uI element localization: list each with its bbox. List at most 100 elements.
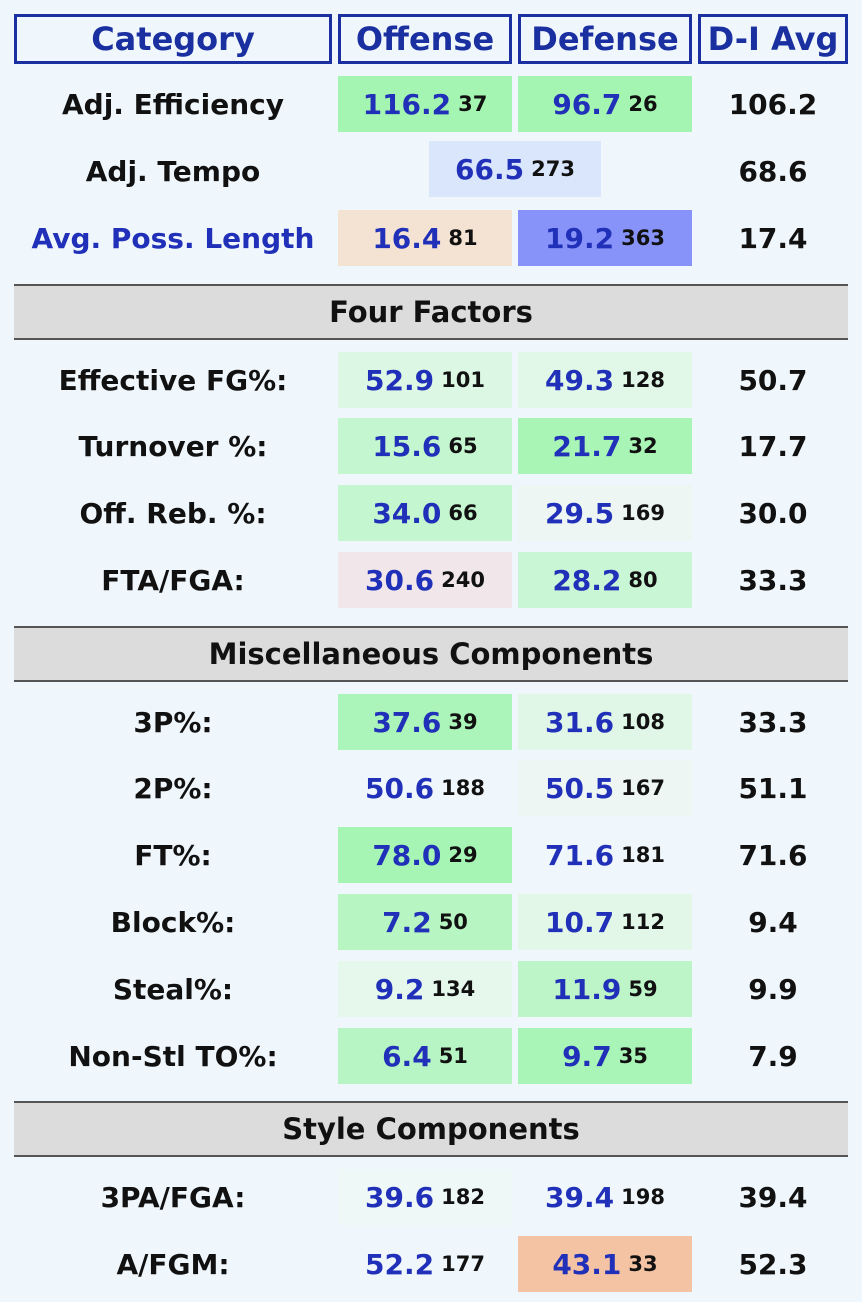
- adj-efficiency-offense-value[interactable]: 116.2: [362, 87, 452, 121]
- block-defense-rank: 112: [621, 910, 665, 934]
- ft-offense-cell: 78.0 29: [338, 827, 512, 883]
- efg-defense-cell: 49.3 128: [518, 352, 692, 408]
- steal-defense-rank: 59: [628, 977, 658, 1001]
- non-stl-to-defense-cell: 9.7 35: [518, 1028, 692, 1084]
- a-fgm-offense-cell: 52.2 177: [338, 1236, 512, 1292]
- turnover-defense-cell: 21.7 32: [518, 418, 692, 474]
- poss-length-defense-rank: 363: [621, 226, 665, 250]
- adj-tempo-value[interactable]: 66.5: [455, 152, 525, 186]
- row-label-adj-efficiency: Adj. Efficiency: [61, 87, 285, 121]
- efg-defense-value[interactable]: 49.3: [545, 363, 615, 397]
- 3p-defense-rank: 108: [621, 710, 665, 734]
- 3p-avg: 33.3: [738, 705, 808, 739]
- poss-length-offense-value[interactable]: 16.4: [372, 221, 442, 255]
- a-fgm-defense-value[interactable]: 43.1: [552, 1247, 622, 1281]
- turnover-avg: 17.7: [738, 429, 808, 463]
- block-offense-cell: 7.2 50: [338, 894, 512, 950]
- adj-efficiency-avg: 106.2: [728, 87, 818, 121]
- non-stl-to-offense-cell: 6.4 51: [338, 1028, 512, 1084]
- adj-efficiency-defense-value[interactable]: 96.7: [552, 87, 622, 121]
- row-label-ft: FT%:: [134, 838, 212, 872]
- 2p-defense-cell: 50.5 167: [518, 760, 692, 816]
- row-label-avg-poss-length[interactable]: Avg. Poss. Length: [31, 221, 315, 255]
- 3pa-fga-offense-cell: 39.6 182: [338, 1169, 512, 1225]
- 2p-offense-rank: 188: [441, 776, 485, 800]
- off-reb-defense-cell: 29.5 169: [518, 485, 692, 541]
- off-reb-offense-value[interactable]: 34.0: [372, 496, 442, 530]
- a-fgm-offense-value[interactable]: 52.2: [365, 1247, 435, 1281]
- section-four-factors: Four Factors: [14, 284, 848, 340]
- 3pa-fga-offense-value[interactable]: 39.6: [365, 1180, 435, 1214]
- turnover-defense-value[interactable]: 21.7: [552, 429, 622, 463]
- efg-offense-cell: 52.9 101: [338, 352, 512, 408]
- adj-efficiency-offense-cell: 116.2 37: [338, 76, 512, 132]
- row-label-3pa-fga: 3PA/FGA:: [100, 1180, 246, 1214]
- header-d1-avg[interactable]: D-I Avg: [698, 14, 848, 64]
- 3pa-fga-defense-value[interactable]: 39.4: [545, 1180, 615, 1214]
- non-stl-to-defense-rank: 35: [618, 1044, 648, 1068]
- row-label-off-reb: Off. Reb. %:: [79, 496, 267, 530]
- fta-fga-defense-value[interactable]: 28.2: [552, 563, 622, 597]
- header-offense[interactable]: Offense: [338, 14, 512, 64]
- non-stl-to-defense-value[interactable]: 9.7: [562, 1039, 612, 1073]
- 3p-defense-cell: 31.6 108: [518, 694, 692, 750]
- 3p-defense-value[interactable]: 31.6: [545, 705, 615, 739]
- ft-avg: 71.6: [738, 838, 808, 872]
- header-category[interactable]: Category: [14, 14, 332, 64]
- poss-length-avg: 17.4: [738, 221, 808, 255]
- a-fgm-defense-cell: 43.1 33: [518, 1236, 692, 1292]
- steal-offense-cell: 9.2 134: [338, 961, 512, 1017]
- row-label-steal: Steal%:: [112, 972, 234, 1006]
- adj-tempo-rank: 273: [531, 157, 575, 181]
- turnover-offense-value[interactable]: 15.6: [372, 429, 442, 463]
- 3pa-fga-avg: 39.4: [738, 1180, 808, 1214]
- 3p-offense-value[interactable]: 37.6: [372, 705, 442, 739]
- turnover-defense-rank: 32: [628, 434, 658, 458]
- fta-fga-offense-value[interactable]: 30.6: [365, 563, 435, 597]
- block-defense-value[interactable]: 10.7: [545, 905, 615, 939]
- row-label-3p: 3P%:: [133, 705, 213, 739]
- row-label-adj-tempo: Adj. Tempo: [85, 154, 261, 188]
- efg-defense-rank: 128: [621, 368, 665, 392]
- poss-length-offense-rank: 81: [448, 226, 478, 250]
- steal-avg: 9.9: [748, 972, 798, 1006]
- header-defense[interactable]: Defense: [518, 14, 692, 64]
- efg-avg: 50.7: [738, 363, 808, 397]
- off-reb-offense-rank: 66: [448, 501, 478, 525]
- non-stl-to-offense-value[interactable]: 6.4: [382, 1039, 432, 1073]
- row-label-a-fgm: A/FGM:: [116, 1247, 230, 1281]
- 2p-offense-value[interactable]: 50.6: [365, 771, 435, 805]
- 2p-defense-rank: 167: [621, 776, 665, 800]
- poss-length-defense-value[interactable]: 19.2: [545, 221, 615, 255]
- adj-efficiency-defense-rank: 26: [628, 92, 658, 116]
- adj-efficiency-defense-cell: 96.7 26: [518, 76, 692, 132]
- off-reb-avg: 30.0: [738, 496, 808, 530]
- block-offense-value[interactable]: 7.2: [382, 905, 432, 939]
- 3pa-fga-offense-rank: 182: [441, 1185, 485, 1209]
- section-style: Style Components: [14, 1101, 848, 1157]
- steal-offense-value[interactable]: 9.2: [374, 972, 425, 1006]
- 3pa-fga-defense-cell: 39.4 198: [518, 1169, 692, 1225]
- fta-fga-defense-rank: 80: [628, 568, 658, 592]
- 2p-offense-cell: 50.6 188: [338, 760, 512, 816]
- ft-defense-cell: 71.6 181: [518, 827, 692, 883]
- ft-defense-value[interactable]: 71.6: [545, 838, 615, 872]
- a-fgm-defense-rank: 33: [628, 1252, 658, 1276]
- row-label-block: Block%:: [110, 905, 236, 939]
- non-stl-to-avg: 7.9: [748, 1039, 798, 1073]
- row-label-efg: Effective FG%:: [58, 363, 288, 397]
- 3pa-fga-defense-rank: 198: [621, 1185, 665, 1209]
- efg-offense-value[interactable]: 52.9: [365, 363, 435, 397]
- row-label-turnover: Turnover %:: [78, 429, 268, 463]
- block-defense-cell: 10.7 112: [518, 894, 692, 950]
- off-reb-defense-value[interactable]: 29.5: [545, 496, 615, 530]
- off-reb-offense-cell: 34.0 66: [338, 485, 512, 541]
- turnover-offense-rank: 65: [448, 434, 478, 458]
- steal-defense-value[interactable]: 11.9: [552, 972, 622, 1006]
- 2p-defense-value[interactable]: 50.5: [545, 771, 615, 805]
- ft-offense-value[interactable]: 78.0: [372, 838, 442, 872]
- block-offense-rank: 50: [438, 910, 468, 934]
- ft-defense-rank: 181: [621, 843, 665, 867]
- fta-fga-avg: 33.3: [738, 563, 808, 597]
